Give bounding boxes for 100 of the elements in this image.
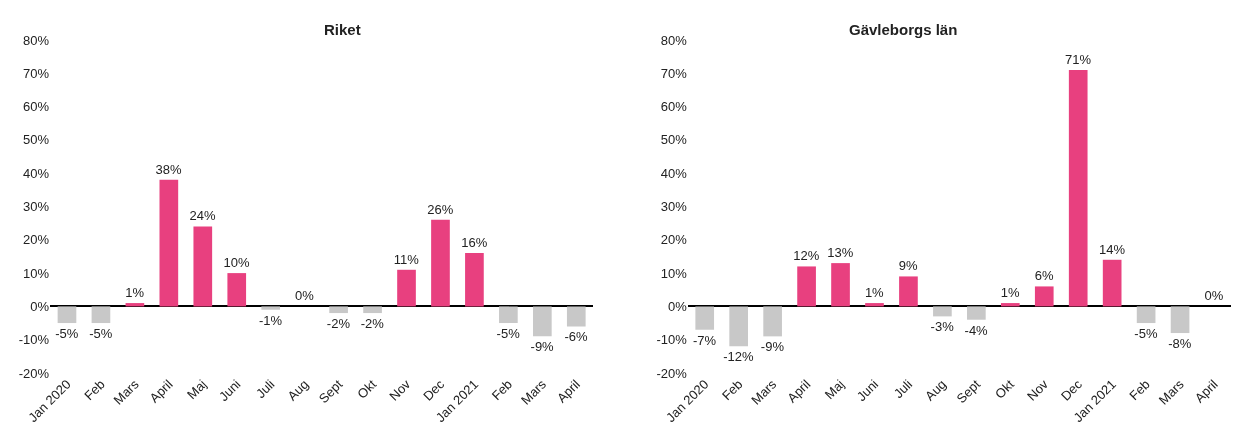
y-tick-label: 70%	[22, 65, 50, 81]
data-label: 14%	[1098, 241, 1126, 257]
y-tick-label: 80%	[22, 32, 50, 48]
x-tick-label: Aug	[922, 376, 950, 404]
data-label: -5%	[89, 326, 113, 342]
y-tick-label: 50%	[22, 132, 50, 148]
data-label: 24%	[189, 208, 217, 224]
x-tick-label: Maj	[184, 376, 210, 403]
y-tick-label: -20%	[18, 365, 50, 381]
data-label: -1%	[258, 312, 283, 328]
data-label: 71%	[1064, 51, 1092, 67]
data-label: 6%	[1034, 268, 1054, 284]
data-label: -2%	[326, 316, 351, 332]
x-tick-label: Maj	[821, 376, 848, 403]
y-tick-label: 80%	[660, 32, 688, 48]
bar	[1000, 303, 1020, 307]
data-label: -5%	[1134, 326, 1158, 342]
bar	[1034, 286, 1054, 307]
y-tick-label: 10%	[660, 265, 688, 281]
data-label: 26%	[427, 201, 454, 217]
data-label: 1%	[864, 285, 885, 301]
data-label: 10%	[223, 255, 250, 271]
data-label: -9%	[530, 339, 555, 355]
x-tick-label: Okt	[354, 376, 380, 402]
y-tick-label: 60%	[22, 99, 50, 115]
data-label: 13%	[827, 245, 854, 261]
bar	[57, 306, 77, 324]
y-tick-label: 60%	[660, 99, 688, 115]
bar	[831, 263, 850, 307]
x-tick-label: Juni	[853, 376, 882, 405]
x-tick-label: Dec	[1057, 376, 1086, 404]
x-tick-label: Feb	[81, 376, 108, 404]
y-tick-label: 20%	[22, 232, 50, 248]
y-tick-label: 0%	[667, 298, 688, 314]
bar	[91, 306, 111, 324]
x-tick-label: Feb	[488, 376, 516, 404]
data-label: -4%	[964, 322, 989, 338]
bar	[763, 306, 782, 337]
bar	[193, 226, 213, 307]
bar	[397, 269, 416, 307]
data-label: -8%	[1168, 336, 1192, 352]
data-label: 0%	[295, 288, 315, 304]
bar	[566, 306, 586, 327]
data-label: -5%	[496, 326, 521, 342]
x-tick-label: Nov	[1024, 376, 1052, 404]
y-tick-label: 20%	[660, 232, 688, 248]
chart-title: Riket	[324, 21, 361, 38]
x-tick-label: Dec	[420, 376, 448, 404]
bar	[363, 306, 382, 314]
y-tick-label: -20%	[656, 365, 688, 381]
data-label: 9%	[898, 258, 919, 274]
bar	[465, 253, 484, 307]
data-label: -6%	[564, 329, 589, 345]
bar	[1068, 69, 1088, 307]
bar	[1170, 306, 1190, 334]
y-tick-label: -10%	[18, 332, 50, 348]
bar	[261, 306, 281, 310]
chart-title: Gävleborgs län	[849, 21, 958, 38]
x-tick-label: Juni	[215, 376, 244, 405]
bar	[729, 306, 749, 347]
bar	[695, 306, 715, 330]
data-label: 11%	[393, 251, 420, 267]
bar	[431, 219, 450, 307]
data-label: 12%	[793, 248, 820, 264]
x-tick-label: Nov	[386, 376, 414, 404]
bar	[329, 306, 348, 314]
data-label: -12%	[723, 349, 755, 365]
x-tick-label: Juli	[253, 376, 278, 402]
bar	[865, 303, 884, 307]
x-tick-label: Feb	[1126, 376, 1153, 404]
bar	[1102, 259, 1122, 307]
data-label: 16%	[461, 235, 488, 251]
bar	[159, 179, 179, 307]
bar	[967, 306, 986, 320]
y-tick-label: 0%	[30, 298, 50, 314]
x-tick-label: Juli	[890, 376, 916, 402]
data-label: 0%	[1204, 288, 1224, 304]
data-label: -5%	[55, 326, 79, 342]
bar	[499, 306, 518, 324]
x-tick-label: Feb	[718, 376, 746, 404]
y-tick-label: 70%	[660, 65, 688, 81]
y-tick-label: -10%	[656, 332, 688, 348]
bar	[227, 273, 247, 307]
y-tick-label: 40%	[660, 165, 688, 181]
data-label: -3%	[930, 319, 955, 335]
data-label: 1%	[125, 285, 145, 301]
data-label: -9%	[760, 339, 785, 355]
bar	[899, 276, 918, 307]
y-tick-label: 50%	[660, 132, 688, 148]
bar	[797, 266, 816, 307]
x-tick-label: Aug	[284, 376, 312, 404]
y-tick-label: 30%	[660, 199, 688, 215]
bar	[933, 306, 952, 317]
bar	[1136, 306, 1156, 324]
y-tick-label: 30%	[22, 199, 50, 215]
data-label: -2%	[360, 316, 385, 332]
data-label: 38%	[155, 161, 183, 177]
y-tick-label: 10%	[22, 265, 50, 281]
data-label: 1%	[1000, 285, 1020, 301]
y-tick-label: 40%	[22, 165, 50, 181]
